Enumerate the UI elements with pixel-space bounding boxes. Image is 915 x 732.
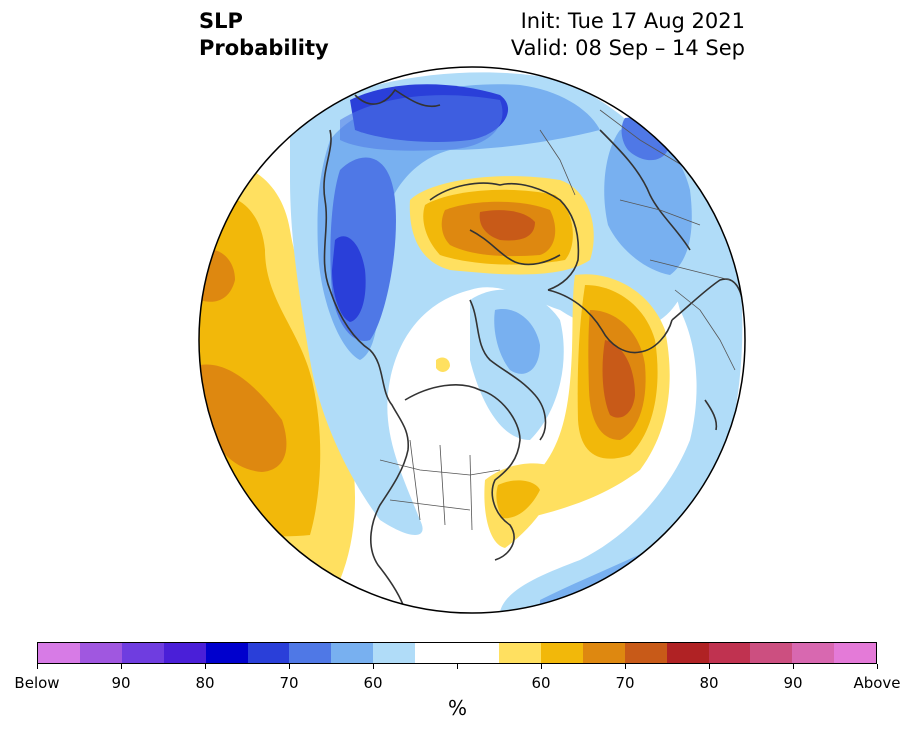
colorbar-tick-mark: [708, 664, 710, 669]
colorbar-segment: [79, 643, 122, 663]
colorbar-tick-mark: [204, 664, 206, 669]
colorbar-segment: [624, 643, 667, 663]
colorbar-segment: [38, 643, 80, 663]
colorbar-segment: [792, 643, 835, 663]
colorbar-tick-mark: [540, 664, 542, 669]
colorbar-segment: [121, 643, 164, 663]
colorbar-segment: [750, 643, 793, 663]
forecast-dates: Init: Tue 17 Aug 2021 Valid: 08 Sep – 14…: [511, 8, 745, 62]
valid-dates: Valid: 08 Sep – 14 Sep: [510, 36, 745, 60]
arctic-small-above: [436, 357, 450, 372]
colorbar-tick-mark: [876, 664, 878, 669]
colorbar-segment: [205, 643, 248, 663]
colorbar-segment: [457, 643, 499, 663]
eurasia-above-75: [479, 210, 535, 241]
colorbar-segment: [582, 643, 625, 663]
colorbar-segment: [415, 643, 458, 663]
colorbar-tick-label: 90: [783, 674, 803, 692]
colorbar-tick-mark: [288, 664, 290, 669]
colorbar-tick-label: 60: [363, 674, 383, 692]
colorbar-unit-label: %: [447, 696, 467, 720]
map-title: SLP Probability: [199, 8, 329, 62]
colorbar-tick-mark: [36, 664, 38, 669]
atlantic-above-75: [602, 340, 635, 418]
colorbar-segment: [163, 643, 206, 663]
eastus-above-65: [496, 480, 540, 519]
colorbar-segment: [540, 643, 583, 663]
europe-below-55: [500, 148, 743, 613]
colorbar-segment: [247, 643, 290, 663]
title-variable: SLP: [199, 9, 243, 33]
colorbar-segment: [373, 643, 416, 663]
colorbar-segment: [331, 643, 374, 663]
probability-field: [199, 67, 745, 613]
europe-below-60: [604, 128, 692, 275]
canada-below-70: [332, 236, 366, 322]
title-type: Probability: [199, 36, 329, 60]
colorbar-segment: [834, 643, 877, 663]
colorbar: [37, 642, 877, 664]
colorbar-tick-label: 60: [531, 674, 551, 692]
colorbar-tick-mark: [456, 664, 458, 669]
colorbar-tick-mark: [372, 664, 374, 669]
init-date: Init: Tue 17 Aug 2021: [520, 9, 745, 33]
colorbar-segment: [708, 643, 751, 663]
polar-map: [198, 66, 746, 614]
colorbar-tick-label: 70: [615, 674, 635, 692]
colorbar-tick-label: 80: [699, 674, 719, 692]
colorbar-segment: [498, 643, 541, 663]
greenland-below-60: [494, 309, 540, 374]
colorbar-tick-label: Above: [853, 674, 901, 692]
colorbar-tick-label: 70: [279, 674, 299, 692]
country-borders: [379, 109, 736, 531]
colorbar-tick-label: 80: [195, 674, 215, 692]
coastlines: [323, 88, 745, 611]
colorbar-tick-mark: [120, 664, 122, 669]
colorbar-tick-mark: [624, 664, 626, 669]
pacific-above-70: [200, 364, 287, 472]
arctic-below-60: [317, 84, 600, 360]
globe-boundary: [198, 66, 746, 614]
arctic-below-65: [340, 95, 503, 151]
colorbar-segment: [289, 643, 332, 663]
colorbar-tick-label: Below: [14, 674, 60, 692]
colorbar-segment: [666, 643, 709, 663]
colorbar-tick-label: 90: [111, 674, 131, 692]
colorbar-tick-mark: [792, 664, 794, 669]
